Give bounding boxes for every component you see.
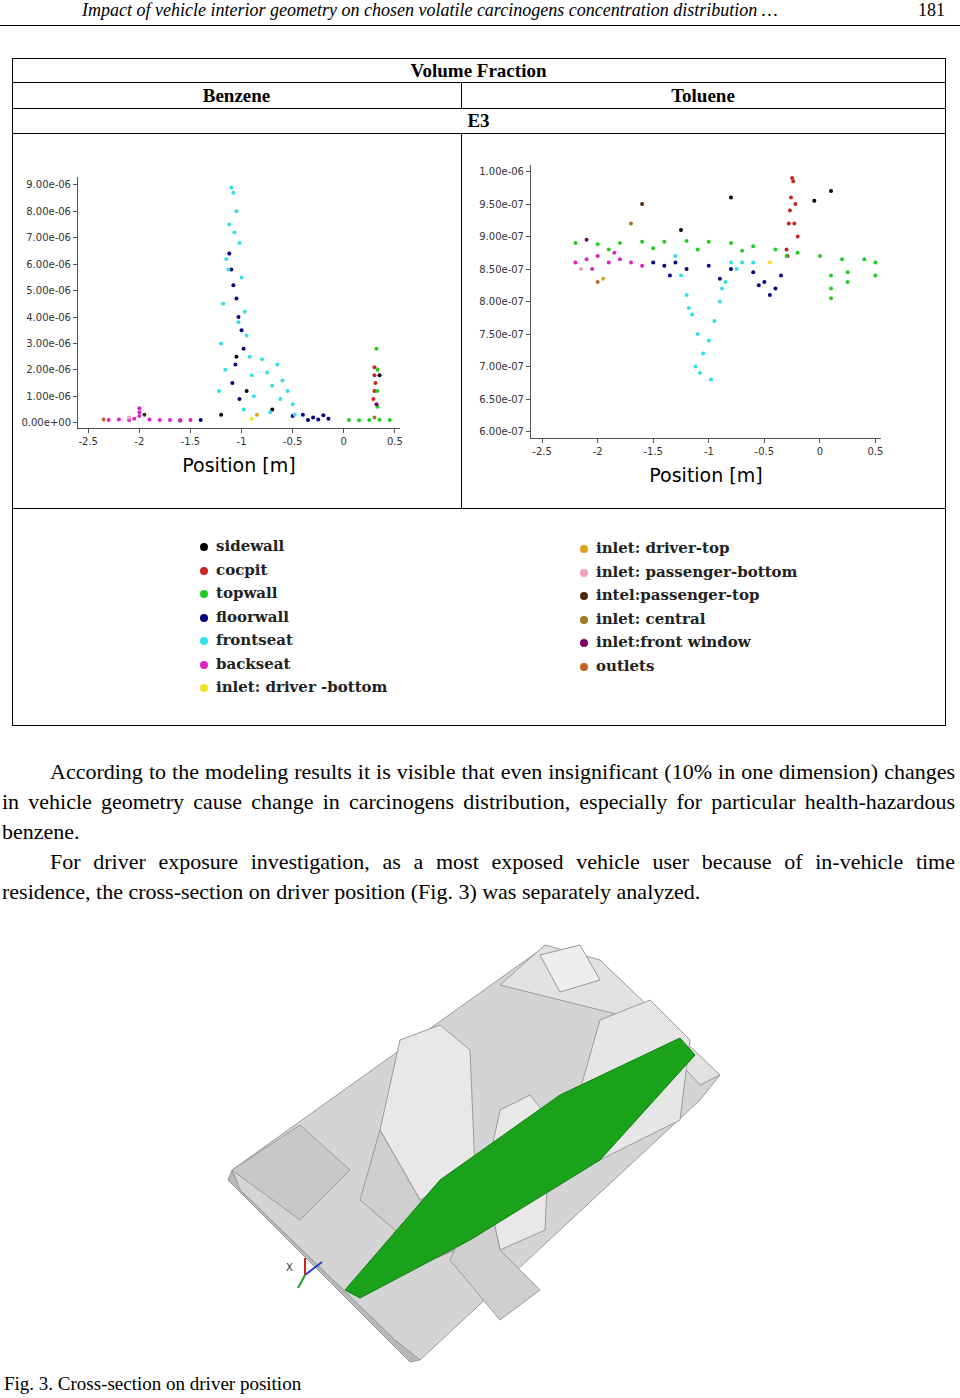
svg-text:-1.5: -1.5 xyxy=(181,436,201,447)
svg-text:-2.5: -2.5 xyxy=(78,436,98,447)
svg-text:0.5: 0.5 xyxy=(867,446,883,457)
svg-text:5.00e-06: 5.00e-06 xyxy=(26,285,71,296)
svg-text:9.50e-07: 9.50e-07 xyxy=(479,199,524,210)
svg-text:X: X xyxy=(286,1262,293,1273)
svg-text:9.00e-07: 9.00e-07 xyxy=(479,231,524,242)
html-text:Impact of vehicle interior geo: Impact of vehicle interior geometry on c… xyxy=(82,0,778,20)
svg-text:-1: -1 xyxy=(237,436,247,447)
svg-text:-2: -2 xyxy=(593,446,603,457)
svg-text:3.00e-06: 3.00e-06 xyxy=(26,338,71,349)
svg-text:7.00e-07: 7.00e-07 xyxy=(479,361,524,372)
html-text:floorwall: floorwall xyxy=(216,607,289,626)
html-text:inlet: passenger-bottom: inlet: passenger-bottom xyxy=(596,562,798,581)
svg-text:1.00e-06: 1.00e-06 xyxy=(479,166,524,177)
svg-text:8.00e-07: 8.00e-07 xyxy=(479,296,524,307)
svg-text:6.50e-07: 6.50e-07 xyxy=(479,394,524,405)
svg-text:2.00e-06: 2.00e-06 xyxy=(26,364,71,375)
svg-text:6.00e-06: 6.00e-06 xyxy=(26,259,71,270)
svg-text:0: 0 xyxy=(817,446,823,457)
html-text:inlet: driver -bottom: inlet: driver -bottom xyxy=(216,678,388,696)
svg-text:-1.5: -1.5 xyxy=(643,446,663,457)
html-text:backseat: backseat xyxy=(216,654,291,673)
svg-text:-1: -1 xyxy=(704,446,714,457)
svg-text:7.00e-06: 7.00e-06 xyxy=(26,232,71,243)
svg-text:8.50e-07: 8.50e-07 xyxy=(479,264,524,275)
html-text:Fig. 3. Cross-section on drive: Fig. 3. Cross-section on driver position xyxy=(4,1373,302,1394)
html-text:cocpit: cocpit xyxy=(216,560,268,579)
svg-text:0: 0 xyxy=(341,436,347,447)
html-text:E3: E3 xyxy=(467,110,490,131)
svg-text:-2.5: -2.5 xyxy=(532,446,552,457)
html-text:outlets: outlets xyxy=(596,656,655,675)
html-text:frontseat: frontseat xyxy=(216,631,293,649)
html-text:inlet:front window: inlet:front window xyxy=(596,633,751,651)
html-text:Volume Fraction: Volume Fraction xyxy=(410,60,547,81)
svg-text:0.5: 0.5 xyxy=(387,436,403,447)
html-text:Toluene: Toluene xyxy=(671,85,735,106)
html-text:Benzene: Benzene xyxy=(202,85,271,106)
html-text:sidewall: sidewall xyxy=(216,537,285,555)
html-text:For driver exposure investigat: For driver exposure investigation, as a … xyxy=(2,849,955,904)
svg-text:9.00e-06: 9.00e-06 xyxy=(26,179,71,190)
html-text:inlet: driver-top: inlet: driver-top xyxy=(596,539,730,557)
html-text:181: 181 xyxy=(918,0,945,20)
svg-text:Position [m]: Position [m] xyxy=(182,454,295,476)
svg-text:8.00e-06: 8.00e-06 xyxy=(26,206,71,217)
html-text:intel:passenger-top: intel:passenger-top xyxy=(596,586,760,604)
svg-text:0.00e+00: 0.00e+00 xyxy=(21,417,71,428)
svg-text:1.00e-06: 1.00e-06 xyxy=(26,391,71,402)
svg-text:4.00e-06: 4.00e-06 xyxy=(26,312,71,323)
html-text:According to the modeling resu: According to the modeling results it is … xyxy=(2,759,955,844)
svg-text:6.00e-07: 6.00e-07 xyxy=(479,426,524,437)
svg-text:-2: -2 xyxy=(134,436,144,447)
html-text:inlet: central: inlet: central xyxy=(596,609,706,628)
svg-text:Position [m]: Position [m] xyxy=(649,464,762,486)
html-text:topwall: topwall xyxy=(216,584,278,602)
svg-text:-0.5: -0.5 xyxy=(755,446,775,457)
svg-text:-0.5: -0.5 xyxy=(283,436,303,447)
svg-text:7.50e-07: 7.50e-07 xyxy=(479,329,524,340)
